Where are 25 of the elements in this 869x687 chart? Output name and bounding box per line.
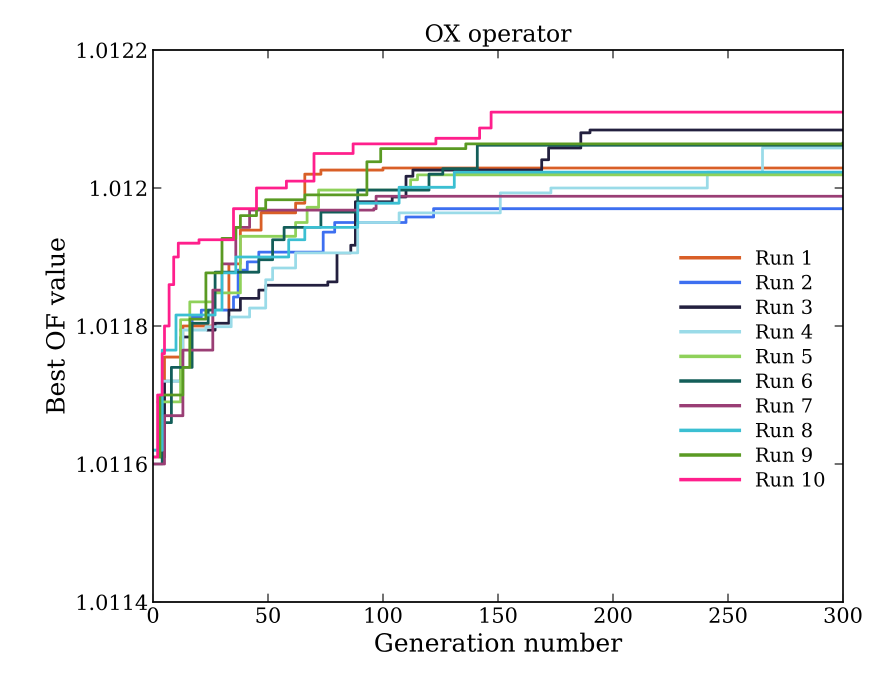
y-axis-title: Best OF value — [45, 238, 65, 414]
legend-label: Run 9 — [756, 447, 812, 462]
x-axis-title: Generation number — [375, 632, 622, 652]
x-tick-label: 100 — [366, 607, 402, 623]
y-tick-label: 1.0116 — [78, 456, 147, 472]
y-tick-label: 1.0114 — [78, 594, 148, 610]
legend-label: Run 3 — [756, 299, 812, 314]
legend-label: Run 5 — [756, 349, 812, 364]
x-tick-label: 300 — [824, 607, 862, 623]
legend-label: Run 4 — [756, 324, 812, 339]
legend-label: Run 6 — [756, 373, 812, 388]
x-tick-label: 50 — [256, 607, 280, 623]
legend-label: Run 7 — [756, 398, 812, 413]
legend-label: Run 1 — [756, 250, 810, 265]
y-tick-label: 1.0118 — [78, 318, 147, 334]
x-tick-label: 150 — [480, 607, 516, 623]
x-tick-label: 0 — [148, 607, 158, 623]
x-tick-label: 200 — [594, 607, 632, 623]
legend-label: Run 2 — [756, 274, 812, 290]
chart-title: OX operator — [426, 24, 572, 47]
legend-label: Run 10 — [756, 472, 824, 487]
y-tick-label: 1.0122 — [78, 42, 146, 58]
x-tick-label: 250 — [710, 607, 746, 623]
legend-label: Run 8 — [756, 422, 812, 438]
y-tick-label: 1.012 — [91, 180, 146, 196]
